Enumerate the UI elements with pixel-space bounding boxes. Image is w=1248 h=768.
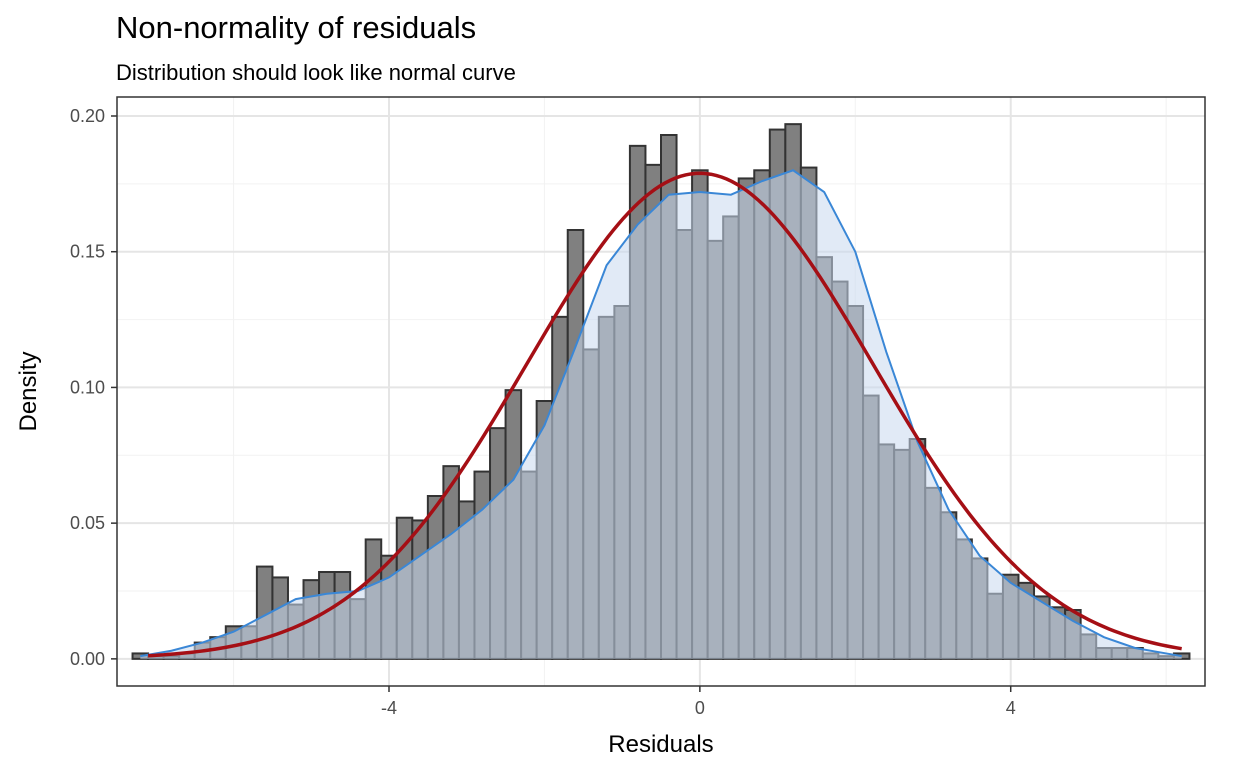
chart-title: Non-normality of residuals [116, 10, 477, 45]
y-tick-label: 0.05 [70, 513, 105, 533]
x-tick-label: -4 [381, 698, 397, 718]
y-tick-label: 0.10 [70, 377, 105, 397]
chart-subtitle: Distribution should look like normal cur… [116, 60, 516, 85]
density-line [140, 169, 1182, 658]
y-tick-label: 0.20 [70, 106, 105, 126]
normal-curve-line [147, 171, 1182, 658]
y-tick-label: 0.00 [70, 649, 105, 669]
x-tick-label: 4 [1006, 698, 1016, 718]
axes: -4 0 4 0.00 0.05 0.10 0.15 0.20 [70, 106, 1016, 718]
y-axis-title: Density [15, 351, 42, 431]
curves [140, 169, 1182, 659]
y-tick-label: 0.15 [70, 242, 105, 262]
density-area [140, 170, 1182, 659]
x-tick-label: 0 [695, 698, 705, 718]
panel-border [116, 96, 1206, 687]
x-axis-title: Residuals [608, 731, 713, 758]
